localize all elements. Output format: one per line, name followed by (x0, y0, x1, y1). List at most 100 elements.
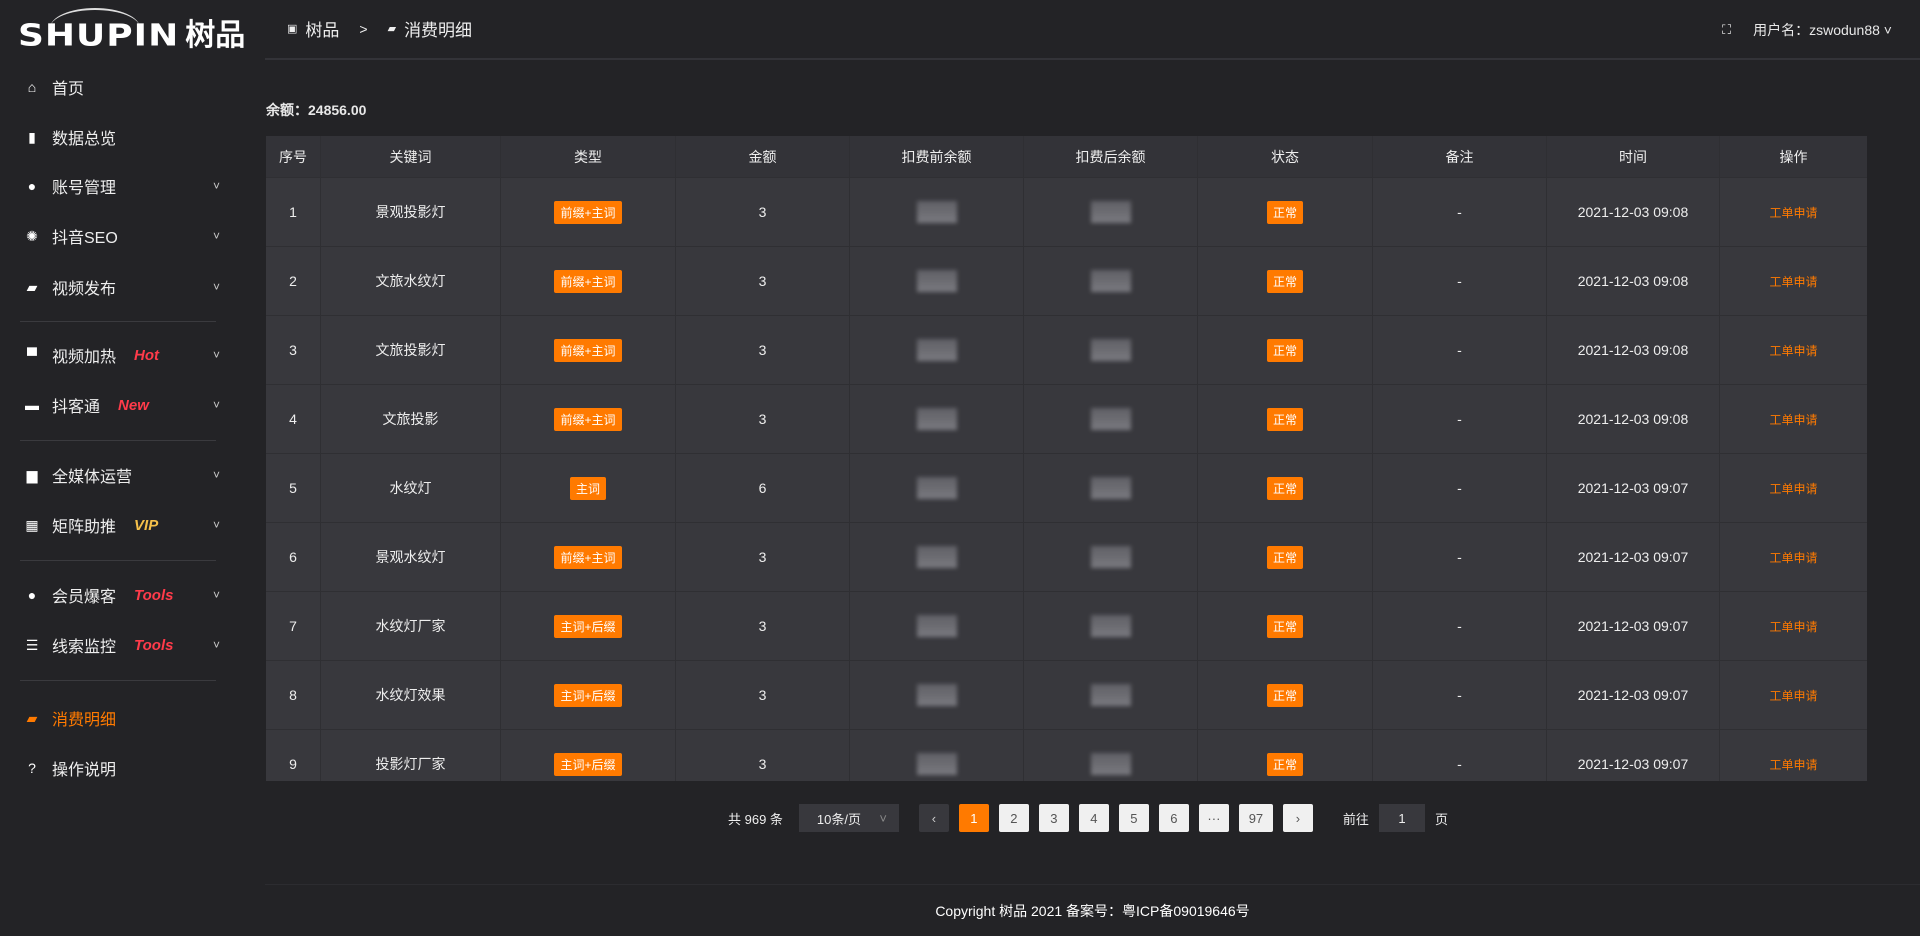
ticket-request-link[interactable]: 工单申请 (1769, 274, 1818, 289)
blurred-balance-after (1090, 339, 1131, 361)
time: 2021-12-03 09:08 (1547, 316, 1720, 384)
page-button[interactable]: 6 (1158, 804, 1189, 832)
sidebar-item[interactable]: ▀ 视频加热 Hot ˅ (0, 335, 230, 375)
fullscreen-icon[interactable]: ⛶ (1721, 22, 1732, 37)
sidebar-item-label: 账号管理 (52, 180, 117, 197)
type-tag: 前缀+主词 (554, 338, 622, 362)
column-header: 序号 (266, 136, 321, 177)
table-row: 2 文旅水纹灯 前缀+主词 3 正常 - 2021-12-03 09:08 工单… (266, 247, 1867, 316)
table-row: 6 景观水纹灯 前缀+主词 3 正常 - 2021-12-03 09:07 工单… (266, 523, 1867, 592)
page-button[interactable]: 2 (998, 804, 1029, 832)
time: 2021-12-03 09:08 (1547, 247, 1720, 315)
status-badge: 正常 (1266, 338, 1303, 362)
time: 2021-12-03 09:07 (1547, 592, 1720, 660)
row-index: 8 (266, 661, 321, 729)
page-button[interactable]: 5 (1118, 804, 1149, 832)
blurred-balance-after (1090, 753, 1131, 775)
page-button[interactable]: 1 (958, 804, 989, 832)
chat-icon: ▬ (25, 397, 39, 413)
time: 2021-12-03 09:07 (1547, 454, 1720, 522)
sidebar-item[interactable]: ? 操作说明 (0, 748, 230, 788)
ticket-request-link[interactable]: 工单申请 (1769, 481, 1818, 496)
time: 2021-12-03 09:07 (1547, 661, 1720, 729)
breadcrumb-separator: > (359, 20, 368, 37)
amount: 3 (676, 316, 850, 384)
sidebar-item[interactable]: ▰ 消费明细 (0, 698, 230, 738)
table-row: 4 文旅投影 前缀+主词 3 正常 - 2021-12-03 09:08 工单申… (266, 385, 1867, 454)
row-index: 3 (266, 316, 321, 384)
page-button[interactable]: 3 (1038, 804, 1069, 832)
ticket-request-link[interactable]: 工单申请 (1769, 757, 1818, 772)
amount: 3 (676, 592, 850, 660)
sidebar-item[interactable]: ▦ 矩阵助推 VIP ˅ (0, 505, 230, 545)
monitor-icon: ▆ (26, 466, 38, 483)
page-size-select[interactable]: 10条/页 ˅ (798, 804, 899, 832)
breadcrumb-home[interactable]: 树品 (305, 21, 340, 40)
page-button[interactable]: 97 (1238, 804, 1273, 832)
goto-label: 前往 (1342, 811, 1369, 827)
ticket-request-link[interactable]: 工单申请 (1769, 550, 1818, 565)
sidebar-item[interactable]: ▮ 数据总览 (0, 117, 230, 157)
ticket-request-link[interactable]: 工单申请 (1769, 412, 1818, 427)
sidebar-item-label: 抖客通 (52, 399, 101, 416)
pagination: 共 969 条 10条/页 ˅ ‹ 1 2 3 4 5 6 ··· 97 › 前往 1 页 (728, 804, 1448, 832)
consumption-table: 序号 关键词 类型 金额 扣费前余额 扣费后余额 状态 备注 时间 操作 1 景观投影灯 前缀+主… (266, 136, 1867, 781)
table-row: 9 投影灯厂家 主词+后缀 3 正常 - 2021-12-03 09:07 工单… (266, 730, 1867, 781)
type-tag: 前缀+主词 (554, 407, 622, 431)
amount: 3 (676, 523, 850, 591)
sidebar-badge: Hot (134, 346, 160, 364)
user-icon: ● (27, 587, 37, 603)
goto-page-input[interactable]: 1 (1378, 804, 1425, 832)
breadcrumb: ▣ 树品 > ▰ 消费明细 (287, 16, 472, 41)
chart-icon: ▣ (287, 23, 298, 35)
amount: 3 (676, 385, 850, 453)
ticket-request-link[interactable]: 工单申请 (1769, 205, 1818, 220)
page-button[interactable]: ··· (1198, 804, 1229, 832)
row-index: 4 (266, 385, 321, 453)
table-row: 5 水纹灯 主词 6 正常 - 2021-12-03 09:07 工单申请 (266, 454, 1867, 523)
ticket-request-link[interactable]: 工单申请 (1769, 619, 1818, 634)
blurred-balance-before (916, 615, 957, 637)
sidebar-item[interactable]: ▰ 视频发布 ˅ (0, 267, 230, 307)
home-icon: ⌂ (27, 79, 37, 95)
remark: - (1373, 316, 1547, 384)
keyword: 文旅投影灯 (321, 316, 501, 384)
status-badge: 正常 (1266, 200, 1303, 224)
chevron-down-icon: ˅ (212, 229, 220, 243)
blurred-balance-before (916, 684, 957, 706)
table-row: 3 文旅投影灯 前缀+主词 3 正常 - 2021-12-03 09:08 工单… (266, 316, 1867, 385)
blurred-balance-after (1090, 546, 1131, 568)
logo-en: SHUPIN (18, 18, 180, 53)
user-menu[interactable]: 用户名：zswodun88 ˅ (1753, 20, 1892, 40)
sidebar-item-label: 抖音SEO (52, 230, 118, 247)
footer: Copyright 树品 2021 备案号：粤ICP备09019646号 (265, 884, 1920, 936)
sidebar-item[interactable]: ✺ 抖音SEO ˅ (0, 216, 230, 256)
table-row: 8 水纹灯效果 主词+后缀 3 正常 - 2021-12-03 09:07 工单… (266, 661, 1867, 730)
sidebar-item[interactable]: ● 会员爆客 Tools ˅ (0, 575, 230, 615)
ticket-request-link[interactable]: 工单申请 (1769, 343, 1818, 358)
sidebar-item[interactable]: ▆ 全媒体运营 ˅ (0, 455, 230, 495)
blurred-balance-before (916, 201, 957, 223)
balance: 余额：24856.00 (266, 102, 367, 118)
sidebar-item[interactable]: ▬ 抖客通 New ˅ (0, 385, 230, 425)
logo[interactable]: SHUPIN 树品 (18, 8, 245, 54)
sidebar-item[interactable]: ⌂ 首页 (0, 67, 230, 107)
blurred-balance-after (1090, 615, 1131, 637)
sidebar-item[interactable]: ● 账号管理 ˅ (0, 166, 230, 206)
column-header: 操作 (1779, 148, 1808, 165)
sidebar-divider (20, 560, 216, 561)
type-tag: 前缀+主词 (554, 269, 622, 293)
ticket-request-link[interactable]: 工单申请 (1769, 688, 1818, 703)
row-index: 2 (266, 247, 321, 315)
blurred-balance-before (916, 477, 957, 499)
sidebar-divider (20, 680, 216, 681)
type-tag: 前缀+主词 (554, 545, 622, 569)
chevron-down-icon: ˅ (212, 518, 220, 532)
next-page-button[interactable]: › (1282, 804, 1313, 832)
page-button[interactable]: 4 (1078, 804, 1109, 832)
keyword: 投影灯厂家 (321, 730, 501, 781)
column-header: 备注 (1373, 136, 1547, 177)
blurred-balance-before (916, 339, 957, 361)
prev-page-button[interactable]: ‹ (918, 804, 949, 832)
sidebar-item[interactable]: ☰ 线索监控 Tools ˅ (0, 625, 230, 665)
